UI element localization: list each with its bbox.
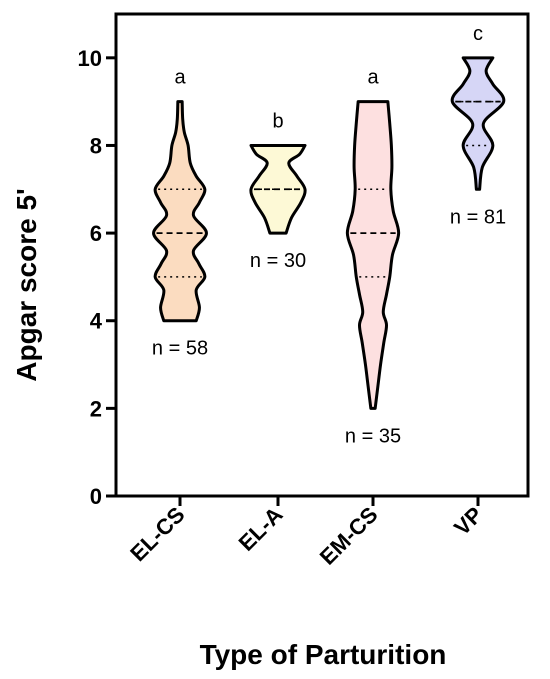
x-tick-label-el-a: EL-A (234, 502, 288, 556)
y-tick-label-8: 8 (90, 133, 102, 158)
x-axis-title: Type of Parturition (200, 639, 447, 670)
sig-letter-el-cs: a (174, 67, 186, 89)
violin-em-cs (345, 100, 401, 410)
violin-vp (450, 56, 506, 191)
sig-letter-em-cs: a (367, 67, 379, 89)
x-tick-label-vp: VP (449, 502, 487, 540)
x-tick-label-el-cs: EL-CS (125, 502, 189, 566)
n-label-vp: n = 81 (450, 206, 506, 228)
sig-letter-vp: c (473, 23, 483, 45)
violins-group (152, 56, 506, 410)
sig-letter-el-a: b (272, 110, 283, 132)
y-tick-label-2: 2 (90, 396, 102, 421)
violin-el-cs (152, 100, 208, 323)
n-label-el-cs: n = 58 (152, 338, 208, 360)
x-tick-label-em-cs: EM-CS (315, 502, 383, 570)
labels-group: a n = 58 EL-CS b n = 30 EL-A a n = 35 EM-CS c n = … (78, 23, 507, 570)
axes-group (106, 12, 530, 506)
y-tick-label-0: 0 (90, 484, 102, 509)
y-tick-label-4: 4 (90, 309, 103, 334)
n-label-em-cs: n = 35 (345, 425, 401, 447)
n-label-el-a: n = 30 (250, 250, 306, 272)
y-tick-label-6: 6 (90, 221, 102, 246)
y-axis-title: Apgar score 5' (11, 188, 42, 381)
plot-frame (114, 12, 530, 498)
y-tick-label-10: 10 (78, 46, 102, 71)
